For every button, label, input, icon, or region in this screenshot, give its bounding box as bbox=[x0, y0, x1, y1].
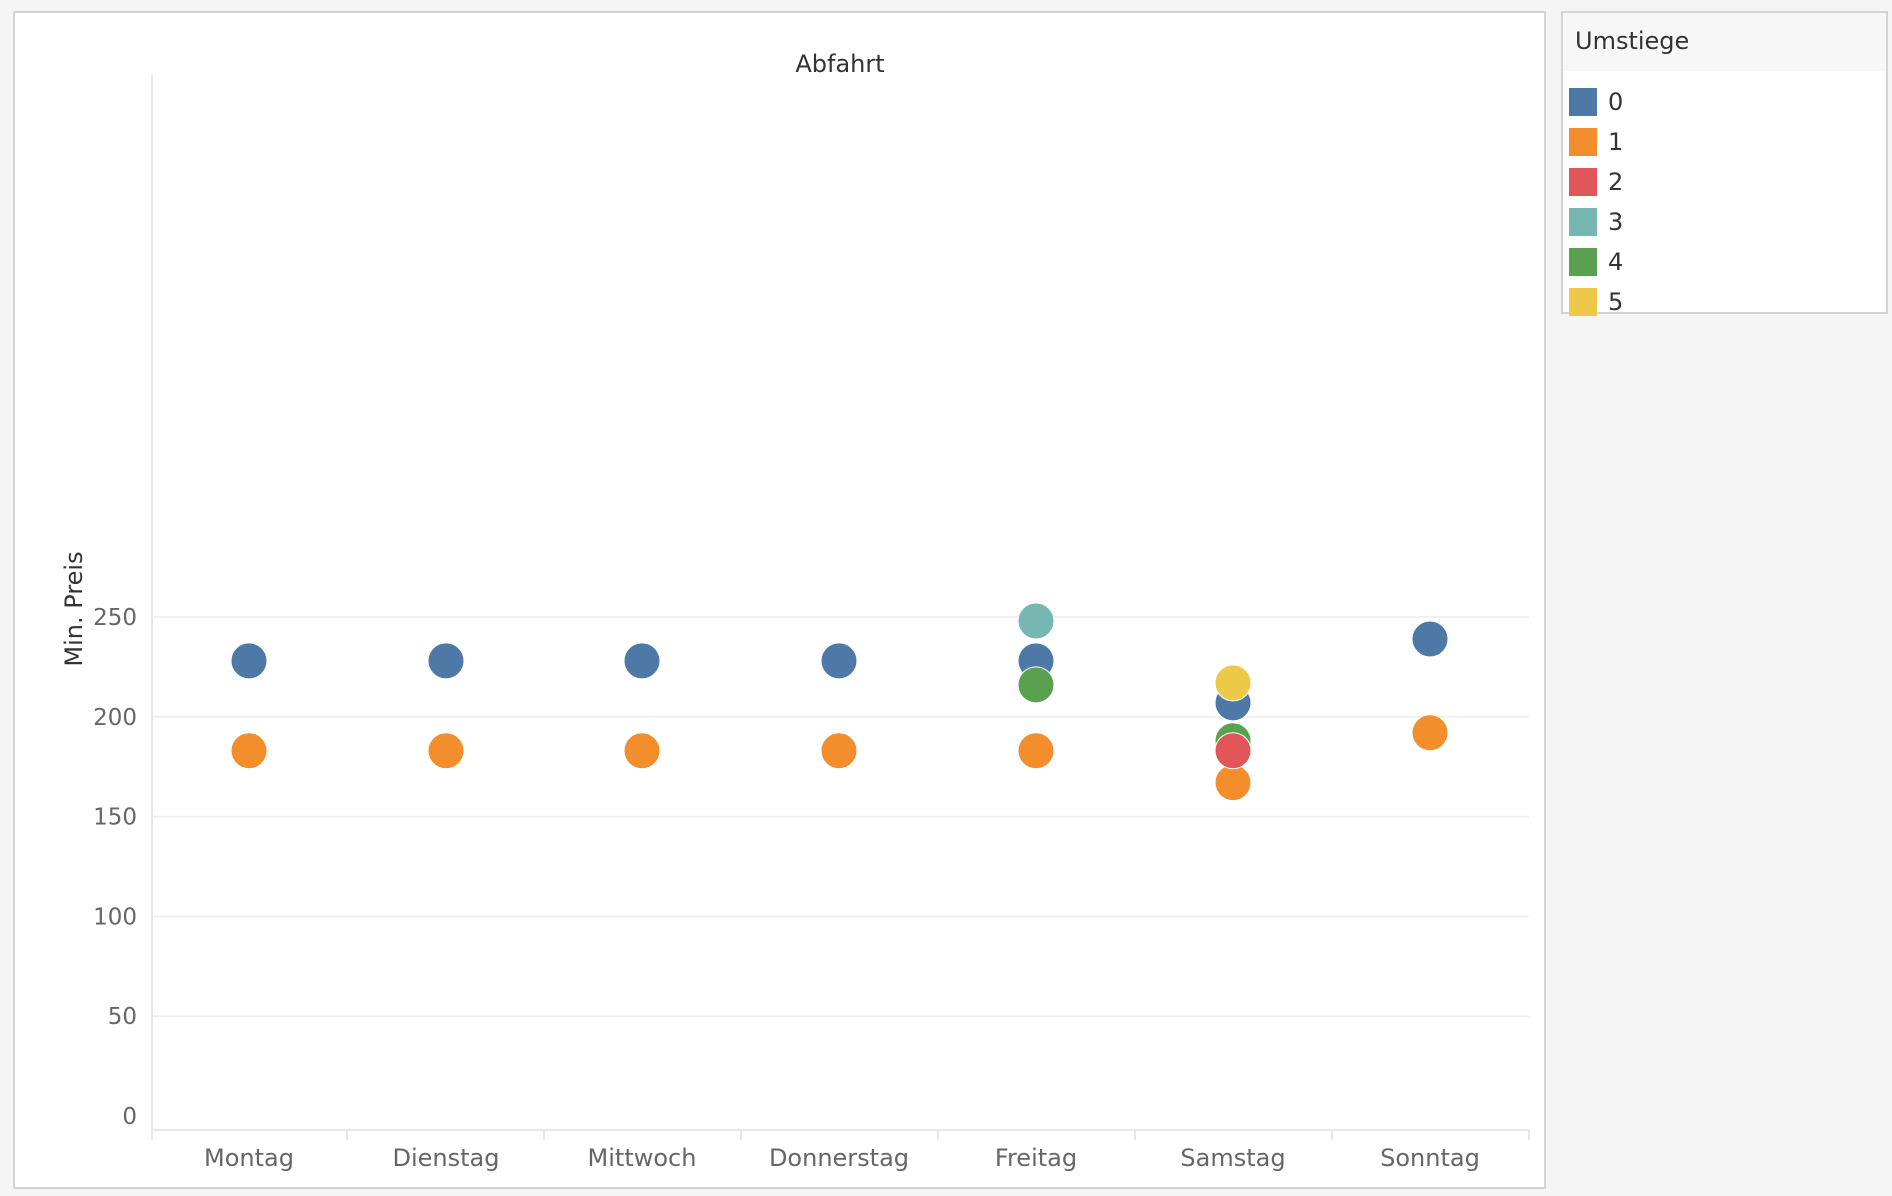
data-point[interactable]: Freitag: 183 bbox=[1017, 732, 1055, 770]
legend-item[interactable]: 4 bbox=[1569, 247, 1623, 277]
data-point[interactable]: Donnerstag: 228 bbox=[820, 642, 858, 680]
data-point[interactable]: Samstag: 167 bbox=[1214, 764, 1252, 802]
chart-title: Abfahrt bbox=[795, 50, 884, 78]
legend-item[interactable]: 5 bbox=[1569, 287, 1623, 317]
x-tick-label: Freitag bbox=[995, 1144, 1077, 1172]
data-point[interactable]: Montag: 183 bbox=[230, 732, 268, 770]
legend-label: 4 bbox=[1608, 248, 1624, 276]
legend-label: 1 bbox=[1608, 128, 1624, 156]
legend-item[interactable]: 1 bbox=[1569, 127, 1623, 157]
y-tick-label: 0 bbox=[122, 1104, 137, 1130]
y-tick-label: 250 bbox=[93, 605, 137, 631]
x-tick-label: Dienstag bbox=[393, 1144, 500, 1172]
legend-swatch bbox=[1569, 248, 1597, 276]
legend-label: 2 bbox=[1608, 168, 1624, 196]
x-tick-label: Mittwoch bbox=[588, 1144, 697, 1172]
legend-item[interactable]: 3 bbox=[1569, 207, 1623, 237]
data-points: Montag: 228 Dienstag: 228 Mittwoch: 228 Don… bbox=[230, 602, 1449, 802]
data-point[interactable]: Samstag: 217 bbox=[1214, 664, 1252, 702]
legend-swatch bbox=[1569, 208, 1597, 236]
legend-label: 3 bbox=[1608, 208, 1624, 236]
scatter-chart: 0 50 100 150 200 250 Montag Dienstag Mittwoch Don… bbox=[60, 50, 1530, 1172]
data-point[interactable]: Montag: 228 bbox=[230, 642, 268, 680]
y-tick-label: 50 bbox=[108, 1004, 137, 1030]
axes: 0 50 100 150 200 250 Montag Dienstag Mittwoch Don… bbox=[93, 75, 1530, 1172]
y-tick-label: 100 bbox=[93, 904, 137, 930]
legend-item[interactable]: 0 bbox=[1569, 87, 1623, 117]
y-tick-label: 150 bbox=[93, 805, 137, 831]
legend-item[interactable]: 2 bbox=[1569, 167, 1623, 197]
data-point[interactable]: Sonntag: 192 bbox=[1411, 714, 1449, 752]
data-point[interactable]: Dienstag: 183 bbox=[427, 732, 465, 770]
legend-swatch bbox=[1569, 168, 1597, 196]
chart-panel: 0 50 100 150 200 250 Montag Dienstag Mittwoch Don… bbox=[13, 11, 1546, 1189]
legend-swatch bbox=[1569, 288, 1597, 316]
legend-label: 5 bbox=[1608, 288, 1624, 316]
legend-title: Umstiege bbox=[1563, 13, 1886, 71]
data-point[interactable]: Sonntag: 239 bbox=[1411, 620, 1449, 658]
legend-swatch bbox=[1569, 128, 1597, 156]
x-tick-label: Montag bbox=[204, 1144, 294, 1172]
data-point[interactable]: Mittwoch: 183 bbox=[623, 732, 661, 770]
y-axis-label: Min. Preis bbox=[60, 551, 88, 666]
data-point[interactable]: Donnerstag: 183 bbox=[820, 732, 858, 770]
data-point[interactable]: Mittwoch: 228 bbox=[623, 642, 661, 680]
gridlines bbox=[152, 616, 1529, 1017]
y-tick-label: 200 bbox=[93, 705, 137, 731]
x-tick-label: Sonntag bbox=[1380, 1144, 1480, 1172]
data-point[interactable]: Dienstag: 228 bbox=[427, 642, 465, 680]
data-point[interactable]: Freitag: 248 bbox=[1017, 602, 1055, 640]
legend-panel: Umstiege 0 1 2 3 4 5 bbox=[1561, 11, 1888, 317]
legend-swatch bbox=[1569, 88, 1597, 116]
legend-label: 0 bbox=[1608, 88, 1624, 116]
data-point[interactable]: Samstag: 183 bbox=[1214, 732, 1252, 770]
data-point[interactable]: Freitag: 216 bbox=[1017, 666, 1055, 704]
x-tick-label: Donnerstag bbox=[769, 1144, 909, 1172]
x-tick-label: Samstag bbox=[1180, 1144, 1285, 1172]
